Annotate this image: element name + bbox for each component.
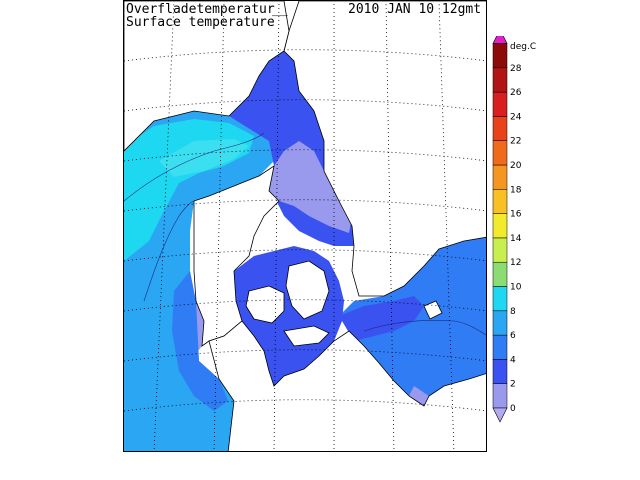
title-placeholder: __ xyxy=(272,2,288,17)
legend-swatch xyxy=(492,116,508,141)
zealand-land xyxy=(285,260,330,320)
legend-swatch xyxy=(492,91,508,117)
legend-tick-label: 22 xyxy=(510,137,521,147)
legend-bottom-arrow xyxy=(492,407,508,423)
kattegat-near-zero xyxy=(269,141,352,233)
legend-swatch xyxy=(492,140,508,166)
map-panel xyxy=(123,0,487,452)
contour-line xyxy=(363,320,486,336)
legend-tick-label: 18 xyxy=(510,185,522,195)
baltic-cold-fringe xyxy=(339,296,424,341)
legend-tick-label: 28 xyxy=(510,64,522,74)
color-legend: deg.C 0 2 4 6 8 10 12 14 16 18 20 22 24 26 28 xyxy=(480,28,550,436)
jutland-land xyxy=(193,165,280,347)
legend-top-arrow xyxy=(492,28,508,44)
legend-swatch xyxy=(492,334,508,360)
legend-tick-label: 10 xyxy=(510,283,522,293)
legend-swatch xyxy=(492,189,508,214)
legend-swatch xyxy=(492,164,508,190)
legend-tick-label: 20 xyxy=(510,161,522,171)
norway-land xyxy=(124,1,290,152)
bornholm-land xyxy=(423,300,443,320)
legend-tick-label: 8 xyxy=(510,307,516,317)
title-english: Surface temperature xyxy=(126,15,275,30)
legend-swatch xyxy=(492,286,508,312)
legend-swatch xyxy=(492,43,508,69)
baltic-lavender-patch xyxy=(409,386,429,406)
legend-swatch xyxy=(492,310,508,336)
sweden-land xyxy=(283,1,486,297)
legend-tick-label: 16 xyxy=(510,210,522,220)
legend-swatch xyxy=(492,213,508,239)
contour-line xyxy=(143,200,195,302)
german-bight-mid xyxy=(172,271,228,411)
legend-tick-label: 12 xyxy=(510,258,521,268)
legend-tick-label: 4 xyxy=(510,355,516,365)
legend-swatch xyxy=(492,67,508,93)
warm-core-patch xyxy=(159,139,249,177)
title-danish: Overfladetemperatur xyxy=(126,2,275,17)
legend-tick-label: 6 xyxy=(510,331,516,341)
graticule xyxy=(124,1,486,451)
legend-unit: deg.C xyxy=(510,42,537,52)
legend-tick-label: 2 xyxy=(510,380,516,390)
germany-land xyxy=(208,320,486,451)
legend-swatch xyxy=(492,383,508,409)
legend-tick-label: 24 xyxy=(510,112,522,122)
legend-tick-label: 0 xyxy=(510,404,516,414)
legend-swatch xyxy=(492,359,508,384)
temperature-map xyxy=(124,1,486,451)
legend-tick-label: 26 xyxy=(510,88,522,98)
lolland-land xyxy=(283,325,330,347)
timestamp: 2010 JAN 10 12gmt xyxy=(348,2,482,17)
contour-line xyxy=(124,132,265,202)
legend-swatch xyxy=(492,237,508,263)
legend-tick-label: 14 xyxy=(510,234,522,244)
legend-swatch xyxy=(492,261,508,287)
funen-land xyxy=(245,285,285,324)
